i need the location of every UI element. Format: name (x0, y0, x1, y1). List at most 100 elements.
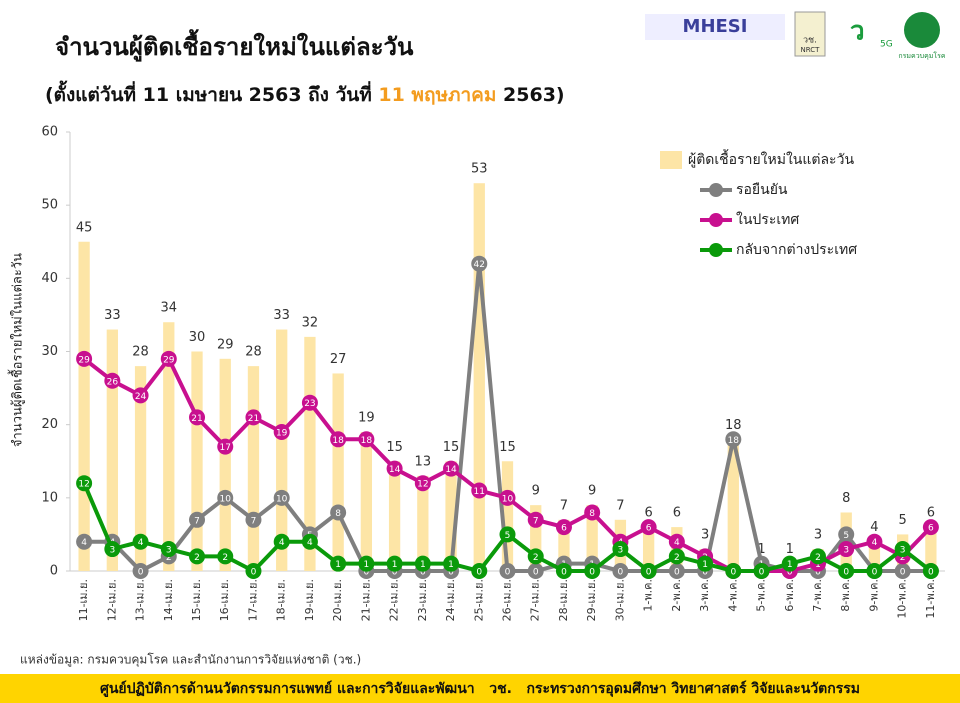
point-label: 0 (730, 568, 736, 578)
bar-label: 8 (842, 491, 850, 506)
chart-subtitle: (ตั้งแต่วันที่ 11 เมษายน 2563 ถึง วันที่… (45, 80, 565, 106)
x-tick-label: 12-เม.ย. (105, 579, 118, 621)
point-label: 7 (194, 516, 200, 526)
x-tick-label: 30-เม.ย. (613, 579, 626, 621)
x-tick-label: 5-พ.ค. (755, 579, 768, 612)
point (499, 526, 516, 543)
point (922, 563, 939, 579)
x-tick-label: 27-เม.ย. (529, 579, 542, 621)
x-tick-label: 22-เม.ย. (388, 579, 401, 621)
point (330, 555, 347, 572)
point-label: 1 (392, 560, 398, 570)
point-label: 0 (251, 568, 257, 578)
point (245, 511, 262, 528)
point-label: 0 (618, 568, 624, 578)
x-tick-label: 13-เม.ย. (134, 579, 147, 621)
x-tick-label: 24-เม.ย. (444, 579, 457, 621)
point-label: 29 (78, 355, 90, 365)
x-tick-label: 17-เม.ย. (246, 579, 259, 621)
banner (0, 674, 960, 703)
point-label: 0 (815, 568, 821, 578)
point-label: 1 (420, 560, 426, 570)
point-label: 0 (476, 568, 482, 578)
bar (445, 461, 457, 571)
bar-label: 1 (757, 542, 765, 557)
point (245, 563, 262, 579)
point (640, 519, 657, 536)
bar (558, 519, 570, 571)
chart-title: จำนวนผู้ติดเชื้อรายใหม่ในแต่ละวัน (55, 28, 414, 62)
point-label: 23 (304, 399, 315, 409)
point (217, 489, 234, 506)
point-label: 29 (163, 355, 175, 365)
point-label: 1 (335, 560, 341, 570)
point (443, 460, 460, 477)
point-label: 5 (505, 531, 511, 541)
point (330, 431, 347, 448)
point (753, 563, 770, 579)
legend-swatch (709, 243, 723, 257)
legend-swatch (709, 183, 723, 197)
point-label: 4 (872, 538, 878, 548)
bar (304, 336, 316, 571)
point (584, 563, 601, 579)
point-label: 2 (815, 553, 821, 563)
point (499, 489, 516, 506)
y-tick-label: 10 (41, 490, 58, 505)
legend-label: ผู้ติดเชื้อรายใหม่ในแต่ละวัน (688, 149, 854, 168)
point-label: 3 (166, 546, 172, 556)
point (386, 555, 403, 572)
bar-label: 29 (217, 337, 234, 352)
point (922, 519, 939, 536)
point (132, 533, 149, 550)
x-tick-label: 8-พ.ค. (839, 579, 852, 612)
bar (417, 475, 429, 571)
bar-label: 9 (532, 484, 540, 499)
point-label: 3 (843, 546, 849, 556)
bar-label: 4 (870, 520, 878, 535)
point (217, 548, 234, 565)
point (160, 350, 177, 367)
x-tick-label: 11-พ.ค. (924, 579, 937, 619)
bar (530, 505, 542, 571)
point-label: 0 (364, 568, 370, 578)
point-label: 4 (279, 538, 285, 548)
point-label: 2 (533, 553, 539, 563)
bar-label: 15 (499, 440, 516, 455)
x-tick-label: 20-เม.ย. (331, 579, 344, 621)
bar-label: 6 (673, 506, 681, 521)
point-label: 0 (448, 568, 454, 578)
point-label: 19 (276, 428, 288, 438)
point (838, 526, 855, 543)
point (414, 555, 431, 572)
point (527, 511, 544, 528)
point (273, 489, 290, 506)
bar-label: 27 (330, 352, 347, 367)
y-tick-label: 30 (41, 344, 58, 359)
point-label: 12 (78, 480, 89, 490)
point (697, 555, 714, 572)
point-label: 6 (561, 524, 567, 534)
point-label: 3 (109, 546, 115, 556)
point-label: 0 (533, 568, 539, 578)
point (330, 504, 347, 521)
point-label: 0 (674, 568, 680, 578)
bar (642, 527, 655, 571)
point-label: 1 (702, 560, 708, 570)
banner-text: ศูนย์ปฏิบัติการด้านนวัตกรรมการแพทย์ และก… (100, 680, 860, 697)
point-label: 0 (589, 568, 595, 578)
x-tick-label: 4-พ.ค. (726, 579, 739, 612)
point-label: 2 (166, 553, 172, 563)
x-tick-label: 6-พ.ค. (783, 579, 796, 612)
bar (163, 322, 175, 571)
point-label: 0 (561, 568, 567, 578)
point-label: 0 (843, 568, 849, 578)
point-label: 12 (417, 480, 428, 490)
point (189, 409, 206, 426)
point-label: 18 (361, 436, 373, 446)
point (414, 475, 431, 492)
x-tick-label: 10-พ.ค. (896, 579, 909, 619)
point (612, 541, 629, 558)
legend-swatch (660, 151, 682, 169)
